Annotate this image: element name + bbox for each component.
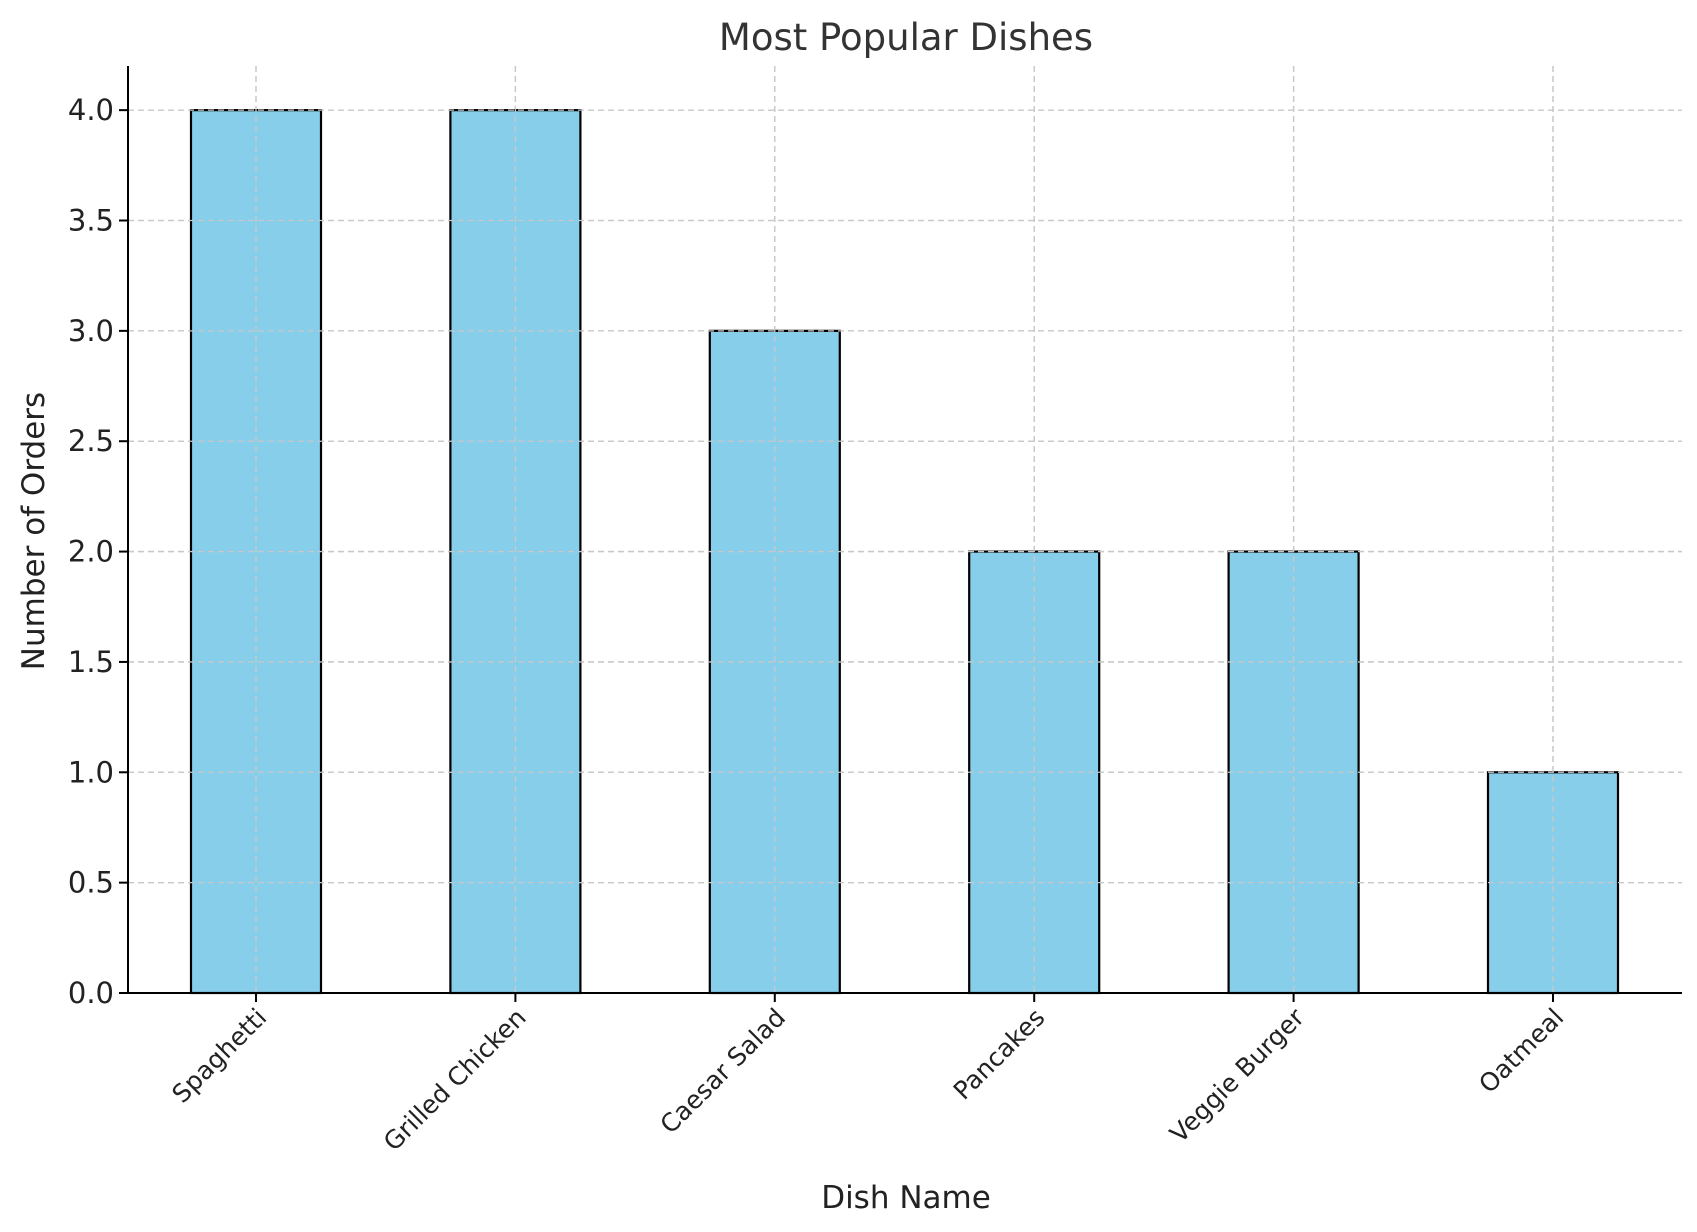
- x-tick-label: Grilled Chicken: [378, 1003, 532, 1157]
- y-tick-label: 2.5: [68, 424, 114, 458]
- y-tick-label: 1.5: [68, 645, 114, 679]
- y-tick-label: 4.0: [68, 93, 114, 127]
- y-tick-label: 2.0: [68, 535, 114, 569]
- axes: [119, 66, 1682, 1002]
- grid: [128, 66, 1682, 994]
- y-tick-label: 0.5: [68, 866, 114, 900]
- x-tick-label: Veggie Burger: [1164, 1002, 1310, 1148]
- x-tick-label: Oatmeal: [1473, 1003, 1569, 1099]
- x-axis-label: Dish Name: [821, 1180, 991, 1216]
- y-tick-label: 1.0: [68, 755, 114, 789]
- y-axis-label: Number of Orders: [16, 392, 52, 670]
- chart-title: Most Popular Dishes: [719, 16, 1093, 59]
- y-tick-label: 0.0: [68, 976, 114, 1010]
- x-tick-label: Pancakes: [948, 1003, 1051, 1106]
- y-tick-label: 3.5: [68, 204, 114, 238]
- x-tick-label: Spaghetti: [166, 1003, 272, 1109]
- x-tick-label: Caesar Salad: [655, 1003, 792, 1140]
- bars: [128, 66, 1682, 995]
- y-tick-label: 3.0: [68, 314, 114, 348]
